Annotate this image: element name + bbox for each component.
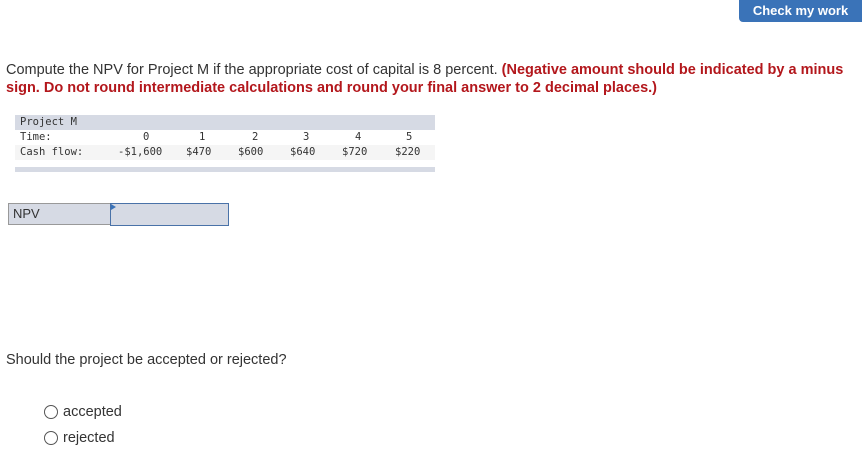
option-label: rejected xyxy=(63,430,115,446)
radio-accepted[interactable] xyxy=(44,405,58,419)
radio-rejected[interactable] xyxy=(44,431,58,445)
cash-cell: $720 xyxy=(342,146,368,158)
table-title: Project M xyxy=(20,116,77,128)
question-prompt: Compute the NPV for Project M if the app… xyxy=(6,62,498,78)
option-rejected[interactable]: rejected xyxy=(44,430,115,446)
question-instruction: (Negative amount should be indicated by … xyxy=(6,62,844,96)
time-cell: 0 xyxy=(143,131,150,143)
time-cell: 4 xyxy=(355,131,362,143)
check-my-work-button[interactable]: Check my work xyxy=(739,0,862,22)
table-divider xyxy=(15,167,435,172)
time-cell: 2 xyxy=(252,131,259,143)
cash-flow-table: Project M Time: 0 1 2 3 4 5 Cash flow: -… xyxy=(15,115,435,160)
time-cell: 5 xyxy=(406,131,413,143)
cash-cell: $470 xyxy=(186,146,212,158)
cash-cell: $600 xyxy=(238,146,264,158)
time-label: Time: xyxy=(20,131,52,143)
accept-reject-question: Should the project be accepted or reject… xyxy=(6,352,287,368)
cash-flow-label: Cash flow: xyxy=(20,146,84,158)
npv-label: NPV xyxy=(8,203,115,225)
option-accepted[interactable]: accepted xyxy=(44,404,122,420)
time-cell: 3 xyxy=(303,131,310,143)
npv-input[interactable] xyxy=(110,203,229,226)
question-text: Compute the NPV for Project M if the app… xyxy=(6,61,858,97)
option-label: accepted xyxy=(63,404,122,420)
cash-cell: $220 xyxy=(395,146,421,158)
cash-cell: $640 xyxy=(290,146,316,158)
input-marker-icon xyxy=(111,204,116,210)
cash-cell: -$1,600 xyxy=(118,146,163,158)
time-cell: 1 xyxy=(199,131,206,143)
